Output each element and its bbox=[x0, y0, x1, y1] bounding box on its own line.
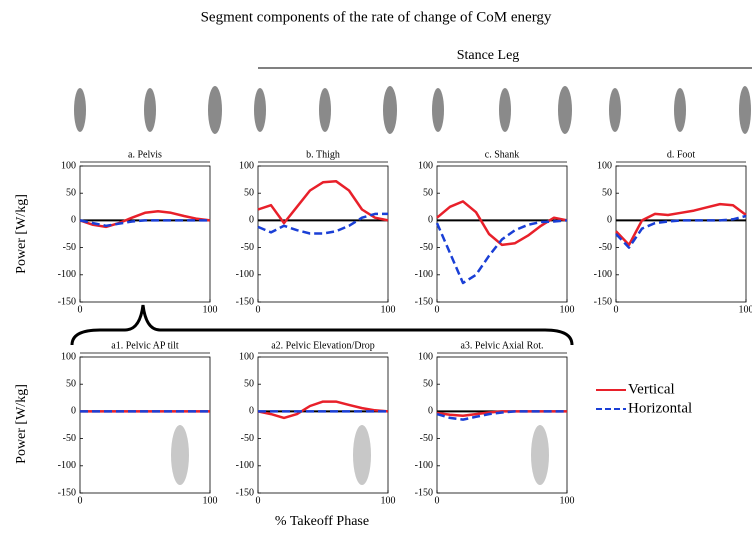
plot-frame bbox=[436, 165, 568, 303]
y-tick-label: 50 bbox=[244, 378, 254, 389]
panel-title: b. Thigh bbox=[306, 149, 340, 160]
x-axis-label: % Takeoff Phase bbox=[275, 514, 369, 529]
series-line bbox=[436, 200, 568, 247]
x-tick-label: 100 bbox=[381, 495, 396, 506]
plot-frame bbox=[257, 165, 389, 303]
y-tick-label: 50 bbox=[423, 187, 433, 198]
plot-frame bbox=[257, 356, 389, 494]
y-tick-label: -150 bbox=[594, 296, 612, 307]
y-tick-label: 0 bbox=[249, 215, 254, 226]
y-tick-label: 100 bbox=[239, 160, 254, 171]
y-tick-label: 0 bbox=[428, 406, 433, 417]
y-tick-label: -100 bbox=[415, 460, 433, 471]
figure-title: Segment components of the rate of change… bbox=[201, 9, 552, 25]
y-axis-label: Power [W/kg] bbox=[14, 384, 29, 464]
x-tick-label: 0 bbox=[78, 304, 83, 315]
x-tick-label: 100 bbox=[203, 304, 218, 315]
series-line bbox=[615, 202, 747, 247]
y-tick-label: 100 bbox=[239, 351, 254, 362]
x-tick-label: 0 bbox=[435, 304, 440, 315]
panel-title: c. Shank bbox=[485, 149, 519, 160]
x-tick-label: 100 bbox=[381, 304, 396, 315]
y-tick-label: 50 bbox=[602, 187, 612, 198]
y-tick-label: 0 bbox=[249, 406, 254, 417]
x-tick-label: 0 bbox=[78, 495, 83, 506]
y-tick-label: 0 bbox=[71, 406, 76, 417]
y-tick-label: 100 bbox=[418, 160, 433, 171]
panel-title: a1. Pelvic AP tilt bbox=[111, 340, 179, 351]
y-tick-label: -50 bbox=[241, 433, 254, 444]
series-line bbox=[257, 400, 389, 420]
y-tick-label: 100 bbox=[418, 351, 433, 362]
y-tick-label: 50 bbox=[244, 187, 254, 198]
y-tick-label: 0 bbox=[428, 215, 433, 226]
y-tick-label: -100 bbox=[58, 460, 76, 471]
panel-title: a2. Pelvic Elevation/Drop bbox=[271, 340, 375, 351]
y-tick-label: -50 bbox=[63, 433, 76, 444]
plot-frame bbox=[436, 356, 568, 494]
y-tick-label: -50 bbox=[63, 242, 76, 253]
series-line bbox=[436, 410, 567, 421]
runner-icons bbox=[74, 86, 751, 485]
y-tick-label: -150 bbox=[58, 487, 76, 498]
panel-title: d. Foot bbox=[667, 149, 696, 160]
y-tick-label: 100 bbox=[597, 160, 612, 171]
group-label: Stance Leg bbox=[457, 48, 520, 63]
plot-frame bbox=[79, 165, 211, 303]
y-tick-label: 50 bbox=[66, 378, 76, 389]
panel-title: a3. Pelvic Axial Rot. bbox=[460, 340, 543, 351]
y-tick-label: 100 bbox=[61, 160, 76, 171]
y-tick-label: 100 bbox=[61, 351, 76, 362]
panel-title: a. Pelvis bbox=[128, 149, 162, 160]
y-tick-label: -50 bbox=[420, 242, 433, 253]
legend-label: Vertical bbox=[628, 381, 675, 397]
x-tick-label: 100 bbox=[560, 495, 575, 506]
x-tick-label: 0 bbox=[435, 495, 440, 506]
series-line bbox=[79, 219, 210, 228]
x-tick-label: 100 bbox=[739, 304, 752, 315]
y-tick-label: -150 bbox=[236, 296, 254, 307]
y-tick-label: -100 bbox=[236, 269, 254, 280]
x-tick-label: 100 bbox=[560, 304, 575, 315]
x-tick-label: 0 bbox=[256, 495, 261, 506]
y-tick-label: -150 bbox=[415, 296, 433, 307]
y-tick-label: -100 bbox=[236, 460, 254, 471]
plot-frame bbox=[79, 356, 211, 494]
y-tick-label: -100 bbox=[415, 269, 433, 280]
y-tick-label: -50 bbox=[420, 433, 433, 444]
y-tick-label: -50 bbox=[241, 242, 254, 253]
brace bbox=[70, 304, 574, 346]
y-tick-label: 50 bbox=[423, 378, 433, 389]
y-tick-label: -150 bbox=[58, 296, 76, 307]
x-tick-label: 100 bbox=[203, 495, 218, 506]
series-line bbox=[435, 219, 568, 285]
y-tick-label: -100 bbox=[594, 269, 612, 280]
x-tick-label: 0 bbox=[614, 304, 619, 315]
y-tick-label: -50 bbox=[599, 242, 612, 253]
y-tick-label: -100 bbox=[58, 269, 76, 280]
series-line bbox=[257, 212, 388, 235]
y-axis-label: Power [W/kg] bbox=[14, 194, 29, 274]
legend-label: Horizontal bbox=[628, 400, 692, 416]
y-tick-label: 0 bbox=[71, 215, 76, 226]
y-tick-label: -150 bbox=[415, 487, 433, 498]
series-line bbox=[79, 209, 211, 229]
y-tick-label: 0 bbox=[607, 215, 612, 226]
y-tick-label: -150 bbox=[236, 487, 254, 498]
y-tick-label: 50 bbox=[66, 187, 76, 198]
series-line bbox=[257, 179, 389, 225]
series-line bbox=[615, 214, 747, 249]
x-tick-label: 0 bbox=[256, 304, 261, 315]
